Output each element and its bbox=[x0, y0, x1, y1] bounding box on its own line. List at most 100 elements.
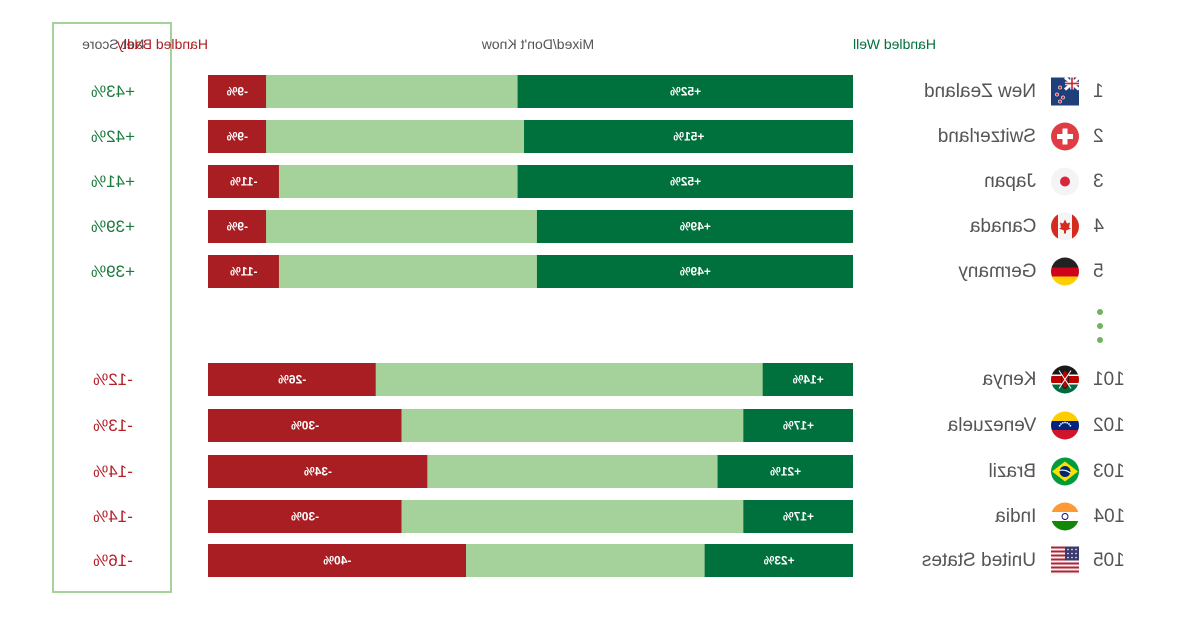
bar-handled-badly bbox=[208, 165, 279, 198]
ellipsis-dot bbox=[1097, 309, 1103, 315]
net-score-value: -14% bbox=[93, 507, 133, 526]
well-value-label: +49% bbox=[679, 220, 710, 234]
new-zealand-flag-icon bbox=[1051, 76, 1080, 106]
legend-mixed: Mixed/Don't Know bbox=[481, 36, 594, 52]
badly-value-label: -26% bbox=[278, 373, 306, 387]
badly-value-label: -11% bbox=[230, 265, 258, 279]
bar-handled-badly bbox=[208, 500, 402, 533]
bar-handled-badly bbox=[208, 544, 466, 577]
well-value-label: +52% bbox=[670, 175, 701, 189]
net-score-value: +42% bbox=[91, 127, 135, 146]
bar-handled-well bbox=[524, 120, 853, 153]
well-value-label: +17% bbox=[783, 419, 814, 433]
country-row: -40% +23% -16% United States 105 bbox=[93, 544, 1125, 577]
rank-number: 5 bbox=[1093, 261, 1104, 282]
country-row: -11% +49% +39% Germany 5 bbox=[91, 255, 1104, 288]
rank-number: 103 bbox=[1093, 461, 1125, 482]
rank-number: 105 bbox=[1093, 550, 1125, 571]
switzerland-flag-icon bbox=[1051, 122, 1079, 151]
badly-value-label: -30% bbox=[291, 510, 319, 524]
bar-handled-badly bbox=[208, 210, 267, 243]
well-value-label: +52% bbox=[670, 85, 701, 99]
ellipsis-dots bbox=[1097, 309, 1103, 343]
badly-value-label: -34% bbox=[304, 465, 332, 479]
well-value-label: +14% bbox=[792, 373, 823, 387]
rank-number: 4 bbox=[1093, 216, 1104, 237]
united-states-flag-icon bbox=[1051, 546, 1079, 575]
well-value-label: +21% bbox=[770, 465, 801, 479]
well-value-label: +51% bbox=[673, 130, 704, 144]
ellipsis-dot bbox=[1097, 323, 1103, 329]
country-row: -30% +17% -14% India 104 bbox=[93, 500, 1125, 533]
net-score-value: -14% bbox=[93, 462, 133, 481]
net-score-value: -16% bbox=[93, 551, 133, 570]
bar-handled-badly bbox=[208, 409, 402, 442]
bar-handled-well bbox=[762, 363, 853, 396]
bar-handled-badly bbox=[208, 363, 376, 396]
bar-handled-badly bbox=[208, 75, 267, 108]
bar-handled-well bbox=[536, 210, 853, 243]
country-row: -9% +52% +43% New Zealand 1 bbox=[91, 75, 1104, 108]
net-score-frame bbox=[52, 22, 172, 593]
country-name: Germany bbox=[958, 261, 1037, 282]
bar-handled-badly bbox=[208, 255, 279, 288]
badly-value-label: -30% bbox=[291, 419, 319, 433]
net-score-value: +43% bbox=[91, 82, 135, 101]
rank-number: 104 bbox=[1093, 506, 1125, 527]
net-score-value: +39% bbox=[91, 262, 135, 281]
country-name: Kenya bbox=[982, 369, 1036, 390]
net-score-value: -12% bbox=[93, 370, 133, 389]
country-name: United States bbox=[922, 550, 1036, 571]
badly-value-label: -9% bbox=[226, 85, 248, 99]
net-score-value: -13% bbox=[93, 416, 133, 435]
well-value-label: +49% bbox=[679, 265, 710, 279]
germany-flag-icon bbox=[1051, 257, 1079, 286]
bar-handled-well bbox=[717, 455, 853, 488]
rank-number: 102 bbox=[1093, 415, 1125, 436]
kenya-flag-icon bbox=[1051, 365, 1079, 394]
country-row: -26% +14% -12% Kenya 101 bbox=[93, 363, 1125, 396]
country-name: Canada bbox=[969, 216, 1036, 237]
bar-handled-badly bbox=[208, 120, 267, 153]
bar-handled-badly bbox=[208, 455, 428, 488]
brazil-flag-icon bbox=[1051, 457, 1079, 486]
country-name: Brazil bbox=[988, 461, 1036, 482]
canada-flag-icon bbox=[1051, 212, 1079, 241]
japan-flag-icon bbox=[1051, 167, 1079, 196]
bar-handled-well bbox=[517, 75, 853, 108]
country-row: -30% +17% -13% Venezuela 102 bbox=[93, 409, 1125, 442]
country-name: India bbox=[995, 506, 1037, 527]
bar-handled-well bbox=[517, 165, 853, 198]
badly-value-label: -11% bbox=[230, 175, 258, 189]
bar-handled-well bbox=[704, 544, 853, 577]
badly-value-label: -9% bbox=[226, 130, 248, 144]
legend-handled-badly: Handled Badly bbox=[117, 36, 208, 52]
rank-number: 3 bbox=[1093, 171, 1104, 192]
venezuela-flag-icon bbox=[1051, 411, 1079, 440]
legend-handled-well: Handled Well bbox=[853, 36, 936, 52]
rank-number: 1 bbox=[1093, 81, 1104, 102]
ellipsis-dot bbox=[1097, 337, 1103, 343]
rank-number: 101 bbox=[1093, 369, 1125, 390]
rank-number: 2 bbox=[1093, 126, 1104, 147]
well-value-label: +17% bbox=[783, 510, 814, 524]
country-name: New Zealand bbox=[924, 81, 1036, 102]
bar-handled-well bbox=[536, 255, 853, 288]
country-row: -9% +51% +42% Switzerland 2 bbox=[91, 120, 1104, 153]
net-score-value: +39% bbox=[91, 217, 135, 236]
country-row: -11% +52% +41% Japan 3 bbox=[91, 165, 1104, 198]
bar-handled-well bbox=[743, 409, 853, 442]
well-value-label: +23% bbox=[763, 554, 794, 568]
country-name: Venezuela bbox=[947, 415, 1036, 436]
india-flag-icon bbox=[1051, 502, 1079, 531]
legend-net-score: Net Score bbox=[82, 36, 144, 52]
country-name: Switzerland bbox=[938, 126, 1036, 147]
country-row: -34% +21% -14% Brazil 103 bbox=[93, 455, 1125, 488]
net-score-value: +41% bbox=[91, 172, 135, 191]
country-name: Japan bbox=[984, 171, 1036, 192]
badly-value-label: -9% bbox=[226, 220, 248, 234]
badly-value-label: -40% bbox=[323, 554, 351, 568]
bar-handled-well bbox=[743, 500, 853, 533]
country-row: -9% +49% +39% Canada 4 bbox=[91, 210, 1104, 243]
